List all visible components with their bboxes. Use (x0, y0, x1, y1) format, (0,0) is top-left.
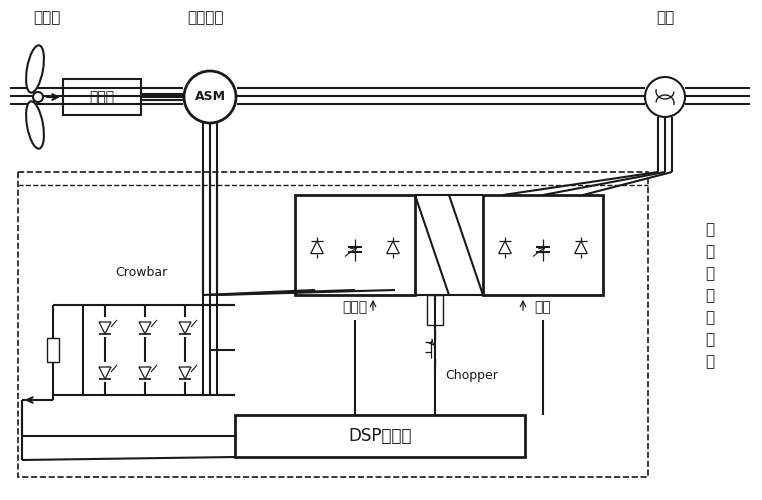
Polygon shape (99, 367, 111, 379)
Text: 馈: 馈 (706, 244, 715, 260)
Ellipse shape (26, 102, 44, 148)
Text: 器: 器 (706, 354, 715, 370)
Polygon shape (311, 241, 323, 254)
Text: 变: 变 (706, 310, 715, 326)
FancyBboxPatch shape (18, 172, 648, 477)
Text: 转子侧: 转子侧 (342, 300, 367, 314)
Text: 电: 电 (706, 288, 715, 304)
Text: 电网: 电网 (656, 10, 674, 26)
Text: 流: 流 (706, 332, 715, 347)
FancyBboxPatch shape (47, 338, 59, 362)
FancyBboxPatch shape (63, 79, 141, 115)
Text: 齿轮筱: 齿轮筱 (89, 90, 114, 104)
Polygon shape (179, 367, 191, 379)
FancyBboxPatch shape (427, 295, 443, 325)
Text: ASM: ASM (194, 90, 226, 104)
Text: 风: 风 (706, 266, 715, 281)
Ellipse shape (26, 46, 44, 92)
Text: 风力机: 风力机 (34, 10, 61, 26)
Polygon shape (99, 322, 111, 334)
FancyBboxPatch shape (295, 195, 415, 295)
Text: DSP控制器: DSP控制器 (348, 427, 411, 445)
Text: Crowbar: Crowbar (115, 266, 167, 280)
Circle shape (184, 71, 236, 123)
Polygon shape (386, 241, 399, 254)
Circle shape (645, 77, 685, 117)
Polygon shape (179, 322, 191, 334)
Text: 双馈电机: 双馈电机 (187, 10, 223, 26)
Text: Chopper: Chopper (445, 368, 498, 382)
Polygon shape (139, 367, 151, 379)
Circle shape (33, 92, 43, 102)
FancyBboxPatch shape (483, 195, 603, 295)
Polygon shape (575, 241, 588, 254)
Polygon shape (139, 322, 151, 334)
FancyBboxPatch shape (235, 415, 525, 457)
Text: 双: 双 (706, 222, 715, 238)
Polygon shape (498, 241, 511, 254)
Text: 网侧: 网侧 (535, 300, 552, 314)
